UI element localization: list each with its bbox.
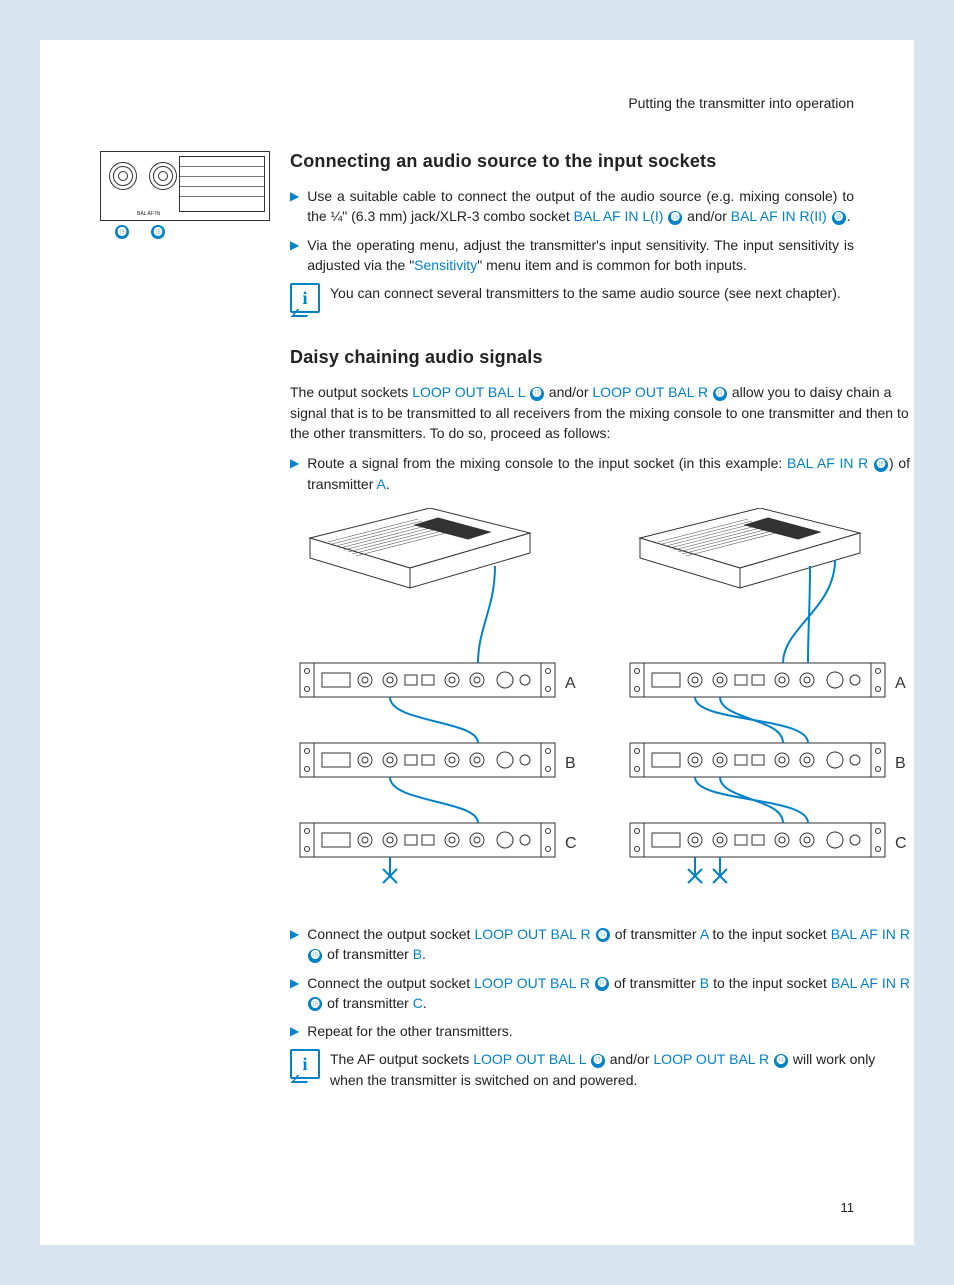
t: of transmitter (323, 946, 412, 962)
step-1-text: Use a suitable cable to connect the outp… (307, 186, 854, 227)
step-connect-ab-text: Connect the output socket LOOP OUT BAL R… (307, 924, 910, 965)
link-loop-r: LOOP OUT BAL R (653, 1051, 769, 1067)
t: " menu item and is common for both input… (477, 257, 747, 273)
t: of transmitter (610, 975, 700, 991)
info-box-1: i You can connect several transmitters t… (290, 283, 854, 313)
step-repeat: ▶ Repeat for the other transmitters. (290, 1021, 910, 1041)
link-loop-r: LOOP OUT BAL R (592, 384, 708, 400)
badge-14: ⓮ (774, 1054, 788, 1068)
input-panel-drawing: BAL AF IN (100, 151, 270, 221)
badge-14: ⓮ (596, 928, 610, 942)
running-header: Putting the transmitter into operation (100, 95, 854, 111)
label-a-right: A (895, 675, 906, 692)
heading-daisy: Daisy chaining audio signals (290, 347, 910, 368)
badge-15-inline: ⓯ (668, 211, 682, 225)
diagram-svg: A B C A B C (290, 508, 910, 908)
badge-16: ⓰ (308, 997, 322, 1011)
badge-16-inline: ⓰ (874, 458, 888, 472)
label-b-right: B (895, 755, 906, 772)
t: . (386, 476, 390, 492)
link-tx-b: B (700, 975, 709, 991)
step-route: ▶ Route a signal from the mixing console… (290, 453, 910, 494)
link-bal-af-in-l: BAL AF IN L(I) (574, 208, 664, 224)
step-connect-bc-text: Connect the output socket LOOP OUT BAL R… (307, 973, 910, 1014)
t: . (847, 208, 851, 224)
nameplate-icon (179, 156, 265, 212)
step-2: ▶ Via the operating menu, adjust the tra… (290, 235, 854, 276)
triangle-icon: ▶ (290, 976, 299, 990)
info-text-2: The AF output sockets LOOP OUT BAL L ⓭ a… (330, 1049, 910, 1090)
daisy-intro: The output sockets LOOP OUT BAL L ⓭ and/… (290, 382, 910, 443)
info-icon: i (290, 1049, 320, 1079)
t: The AF output sockets (330, 1051, 473, 1067)
label-c-right: C (895, 835, 907, 852)
link-loop-l: LOOP OUT BAL L (473, 1051, 586, 1067)
t: Connect the output socket (307, 975, 474, 991)
link-loop-r: LOOP OUT BAL R (474, 975, 590, 991)
badge-13: ⓭ (530, 387, 544, 401)
badge-15: ⓯ (115, 225, 129, 239)
section-connecting: BAL AF IN ⓯ ⓰ Connecting an audio source… (100, 151, 854, 313)
t: and/or (545, 384, 592, 400)
t: to the input socket (709, 975, 831, 991)
info-box-2: i The AF output sockets LOOP OUT BAL L ⓭… (290, 1049, 910, 1100)
triangle-icon: ▶ (290, 189, 299, 203)
step-route-text: Route a signal from the mixing console t… (307, 453, 910, 494)
link-bal-af-in-r: BAL AF IN R(II) (731, 208, 827, 224)
triangle-icon: ▶ (290, 927, 299, 941)
label-b-left: B (565, 755, 576, 772)
heading-connecting: Connecting an audio source to the input … (290, 151, 854, 172)
t: The output sockets (290, 384, 412, 400)
link-sensitivity: Sensitivity (414, 257, 477, 273)
step-2-text: Via the operating menu, adjust the trans… (307, 235, 854, 276)
badge-16: ⓰ (308, 949, 322, 963)
info-icon: i (290, 283, 320, 313)
page: Putting the transmitter into operation B… (40, 40, 914, 1245)
step-connect-ab: ▶ Connect the output socket LOOP OUT BAL… (290, 924, 910, 965)
label-a-left: A (565, 675, 576, 692)
badge-16: ⓰ (151, 225, 165, 239)
link-tx-b: B (413, 946, 422, 962)
triangle-icon: ▶ (290, 456, 299, 470)
triangle-icon: ▶ (290, 1024, 299, 1038)
t: . (423, 995, 427, 1011)
margin-illustration: BAL AF IN ⓯ ⓰ (100, 151, 290, 239)
t: and/or (606, 1051, 653, 1067)
t: of transmitter (611, 926, 700, 942)
link-loop-l: LOOP OUT BAL L (412, 384, 525, 400)
step-repeat-text: Repeat for the other transmitters. (307, 1021, 512, 1041)
page-number: 11 (841, 1200, 855, 1215)
info-text-1: You can connect several transmitters to … (330, 283, 841, 303)
t: of transmitter (323, 995, 412, 1011)
section-daisy-chain: Daisy chaining audio signals The output … (100, 347, 854, 1100)
t: Route a signal from the mixing console t… (307, 455, 787, 471)
t: Connect the output socket (307, 926, 474, 942)
jack-right-icon (149, 162, 177, 190)
jack-left-icon (109, 162, 137, 190)
badge-14: ⓮ (595, 977, 609, 991)
link-bal-af-in-r: BAL AF IN R (831, 975, 910, 991)
link-tx-c: C (413, 995, 423, 1011)
t: to the input socket (708, 926, 830, 942)
link-loop-r: LOOP OUT BAL R (474, 926, 590, 942)
panel-badges: ⓯ ⓰ (114, 225, 272, 239)
step-1: ▶ Use a suitable cable to connect the ou… (290, 186, 854, 227)
daisy-chain-diagram: A B C A B C (290, 508, 910, 908)
badge-13: ⓭ (591, 1054, 605, 1068)
link-bal-af-in-r: BAL AF IN R (787, 455, 868, 471)
badge-14: ⓮ (713, 387, 727, 401)
step-connect-bc: ▶ Connect the output socket LOOP OUT BAL… (290, 973, 910, 1014)
link-bal-af-in-r: BAL AF IN R (831, 926, 910, 942)
triangle-icon: ▶ (290, 238, 299, 252)
badge-16-inline: ⓰ (832, 211, 846, 225)
panel-caption: BAL AF IN (137, 212, 160, 218)
t: . (422, 946, 426, 962)
label-c-left: C (565, 835, 577, 852)
t: and/or (683, 208, 730, 224)
link-tx-a: A (376, 476, 385, 492)
